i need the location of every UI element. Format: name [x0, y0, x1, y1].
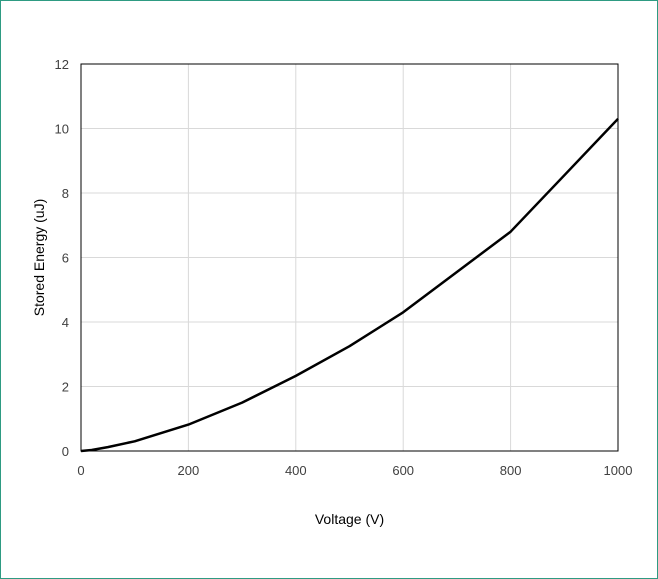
x-tick-label: 1000 [604, 463, 633, 478]
x-tick-label: 600 [392, 463, 414, 478]
series-layer [80, 117, 619, 453]
y-tick-label: 8 [62, 186, 69, 201]
y-tick-label: 4 [62, 315, 69, 330]
y-tick-label: 6 [62, 251, 69, 266]
x-axis-title: Voltage (V) [315, 511, 384, 527]
y-tick-labels: 0 2 4 6 8 10 12 [55, 57, 69, 459]
y-tick-label: 2 [62, 380, 69, 395]
x-tick-label: 0 [77, 463, 84, 478]
x-tick-label: 200 [178, 463, 200, 478]
x-tick-label: 800 [500, 463, 522, 478]
y-tick-label: 0 [62, 444, 69, 459]
y-axis-title: Stored Energy (uJ) [31, 199, 47, 317]
y-tick-label: 10 [55, 122, 69, 137]
series-line [80, 117, 619, 453]
y-tick-label: 12 [55, 57, 69, 72]
plot-area [80, 63, 619, 452]
x-tick-labels: 0 200 400 600 800 1000 [77, 463, 632, 478]
x-tick-label: 400 [285, 463, 307, 478]
grid-lines [80, 63, 619, 452]
